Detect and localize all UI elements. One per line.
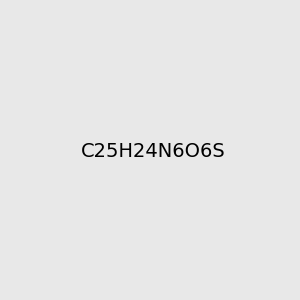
Text: C25H24N6O6S: C25H24N6O6S xyxy=(81,142,226,161)
